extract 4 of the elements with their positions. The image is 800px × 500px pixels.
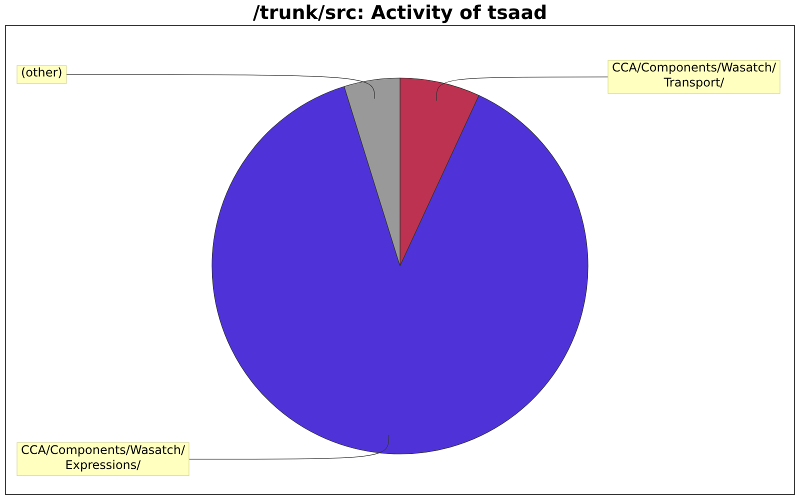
slice-label: (other) [20,66,62,80]
slice-label: CCA/Components/Wasatch/Expressions/ [21,442,186,472]
slice-label: CCA/Components/Wasatch/Transport/ [612,60,777,90]
chart-title: /trunk/src: Activity of tsaad [252,1,548,26]
